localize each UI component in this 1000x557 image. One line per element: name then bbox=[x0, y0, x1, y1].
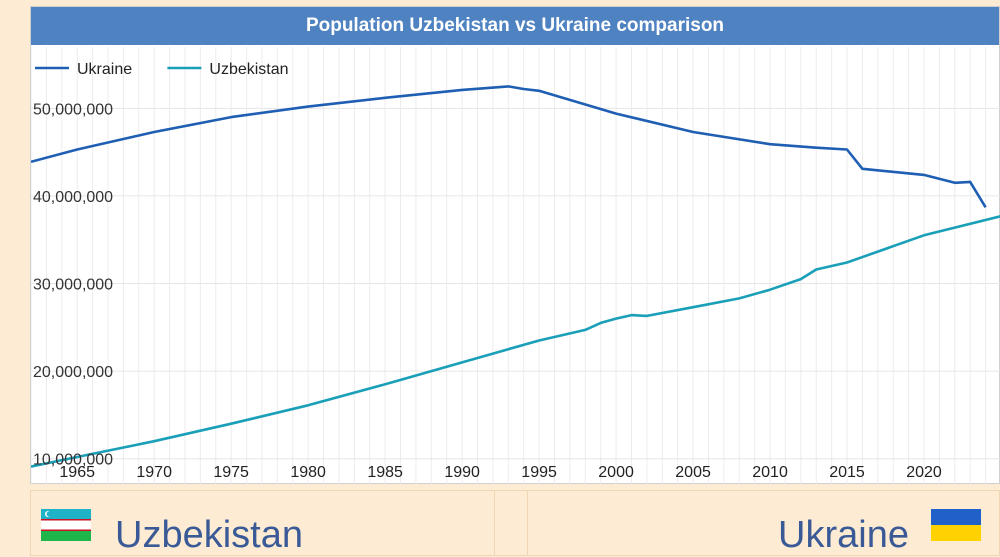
x-tick-label: 1990 bbox=[444, 464, 480, 481]
x-tick-label: 1975 bbox=[213, 464, 249, 481]
compare-divider bbox=[495, 490, 527, 556]
chart-title: Population Uzbekistan vs Ukraine compari… bbox=[31, 7, 999, 45]
chart-card: 10,000,000 20,000,000 30,000,000 40,000,000… bbox=[30, 6, 1000, 485]
country-box-uzbekistan[interactable]: Uzbekistan bbox=[30, 490, 495, 556]
y-tick-label: 20,000,000 bbox=[33, 364, 113, 381]
series-line-ukraine bbox=[31, 85, 987, 208]
x-tick-label: 2005 bbox=[675, 464, 711, 481]
y-tick-label: 10,000,000 bbox=[33, 452, 113, 469]
chart-plot: 10,000,000 20,000,000 30,000,000 40,000,000… bbox=[31, 47, 1000, 485]
legend-label-ukraine: Ukraine bbox=[77, 61, 132, 78]
uzbekistan-flag-icon bbox=[41, 509, 91, 541]
x-tick-label: 2015 bbox=[829, 464, 865, 481]
x-tick-label: 1985 bbox=[367, 464, 403, 481]
legend-label-uzbekistan: Uzbekistan bbox=[209, 61, 288, 78]
country-compare-bar: Uzbekistan Ukraine bbox=[30, 490, 1000, 556]
y-tick-label: 30,000,000 bbox=[33, 277, 113, 294]
y-tick-label: 50,000,000 bbox=[33, 101, 113, 118]
x-tick-label: 2000 bbox=[598, 464, 634, 481]
ukraine-flag-icon bbox=[931, 509, 981, 541]
x-tick-label: 1970 bbox=[136, 464, 172, 481]
country-box-ukraine[interactable]: Ukraine bbox=[527, 490, 1000, 556]
x-tick-label: 2020 bbox=[906, 464, 942, 481]
x-tick-label: 1965 bbox=[59, 464, 95, 481]
country-name-ukraine: Ukraine bbox=[778, 514, 909, 556]
x-tick-label: 1995 bbox=[521, 464, 557, 481]
country-name-uzbekistan: Uzbekistan bbox=[115, 514, 303, 556]
x-tick-label: 2010 bbox=[752, 464, 788, 481]
series-line-uzbekistan bbox=[31, 215, 1000, 468]
y-tick-label: 40,000,000 bbox=[33, 189, 113, 206]
x-tick-label: 1980 bbox=[290, 464, 326, 481]
